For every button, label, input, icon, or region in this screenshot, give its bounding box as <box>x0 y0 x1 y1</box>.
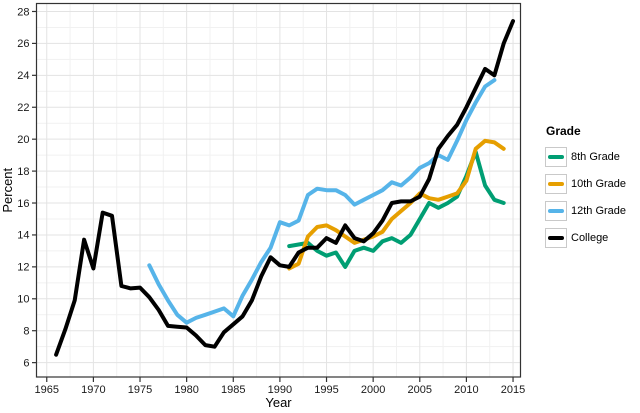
legend-line-swatch <box>548 236 564 240</box>
legend-item-college: College <box>545 228 640 248</box>
y-tick-label: 22 <box>17 102 29 114</box>
legend-key-box <box>545 147 567 167</box>
legend-item-12th-grade: 12th Grade <box>545 201 640 221</box>
y-axis-title: Percent <box>0 167 15 212</box>
legend-line-swatch <box>548 155 564 159</box>
x-tick-label: 1995 <box>314 384 338 396</box>
legend-line-swatch <box>548 209 564 213</box>
y-tick-label: 18 <box>17 166 29 178</box>
x-tick-label: 2015 <box>501 384 525 396</box>
gridlines-minor <box>36 3 521 377</box>
x-axis-title: Year <box>265 395 292 410</box>
x-tick-label: 2010 <box>454 384 478 396</box>
legend-items: 8th Grade 10th Grade 12th Grade College <box>545 147 640 248</box>
y-tick-label: 10 <box>17 294 29 306</box>
series-line-10th-grade <box>287 138 506 271</box>
x-tick-label: 1965 <box>35 384 59 396</box>
y-tick-label: 26 <box>17 38 29 50</box>
legend-key-box <box>545 228 567 248</box>
axis-tick-labels: 1965 1970 1975 1980 1985 1990 1995 2000 2005 2010… <box>17 6 525 396</box>
x-tick-label: 1980 <box>174 384 198 396</box>
legend-item-8th-grade: 8th Grade <box>545 147 640 167</box>
legend-label: College <box>571 232 609 244</box>
gridlines-major <box>36 3 521 377</box>
x-tick-label: 1990 <box>268 384 292 396</box>
panel-border <box>35 2 522 378</box>
legend-title: Grade <box>546 124 581 138</box>
y-tick-label: 28 <box>17 6 29 18</box>
legend: Grade 8th Grade 10th Grade 12th Grade Colle… <box>545 124 640 255</box>
legend-line-swatch <box>548 182 564 186</box>
axis-ticks <box>32 10 514 382</box>
legend-label: 8th Grade <box>571 151 620 163</box>
x-tick-label: 2005 <box>408 384 432 396</box>
series-line-college <box>54 19 515 357</box>
data-series <box>54 19 515 357</box>
legend-key-box <box>545 174 567 194</box>
legend-item-10th-grade: 10th Grade <box>545 174 640 194</box>
legend-label: 10th Grade <box>571 178 627 190</box>
x-tick-label: 1975 <box>128 384 152 396</box>
y-tick-label: 16 <box>17 198 29 210</box>
y-tick-label: 8 <box>23 326 29 338</box>
legend-key-box <box>545 201 567 221</box>
y-tick-label: 24 <box>17 70 29 82</box>
x-tick-label: 1970 <box>81 384 105 396</box>
x-tick-label: 2000 <box>361 384 385 396</box>
x-tick-label: 1985 <box>221 384 245 396</box>
legend-label: 12th Grade <box>571 205 627 217</box>
y-tick-label: 12 <box>17 262 29 274</box>
y-tick-label: 14 <box>17 230 29 242</box>
y-tick-label: 20 <box>17 134 29 146</box>
y-tick-label: 6 <box>23 357 29 369</box>
